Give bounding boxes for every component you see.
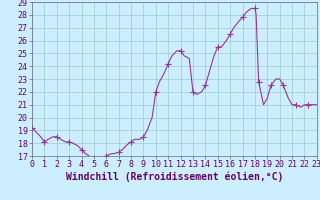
X-axis label: Windchill (Refroidissement éolien,°C): Windchill (Refroidissement éolien,°C) [66, 172, 283, 182]
